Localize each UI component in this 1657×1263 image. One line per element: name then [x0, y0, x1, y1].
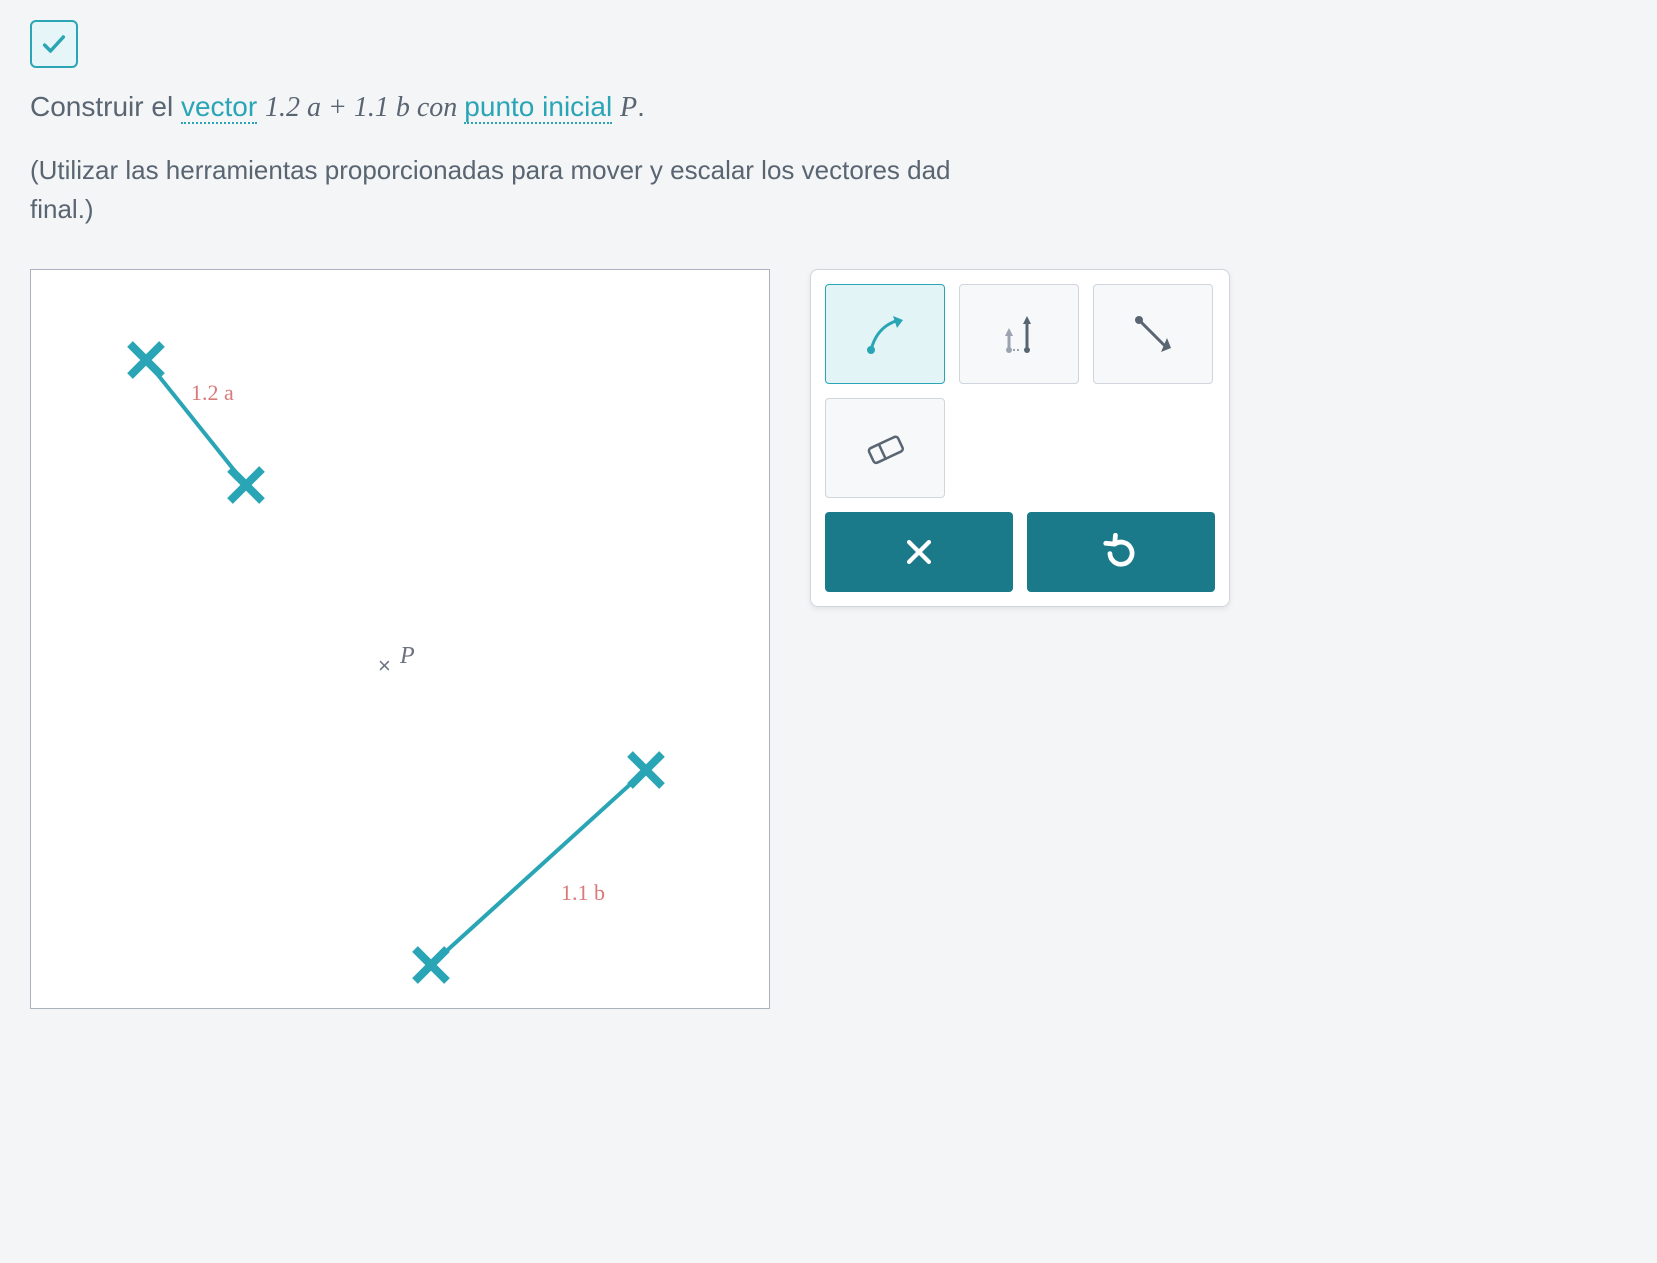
move-tool-icon: [857, 306, 913, 362]
vector-tool-icon: [1125, 306, 1181, 362]
drawing-canvas[interactable]: 1.2 a 1.1 b × P: [30, 269, 770, 1009]
vector-b[interactable]: [431, 770, 646, 965]
scale-tool-icon: [991, 306, 1047, 362]
instruction-prefix: Construir el: [30, 91, 181, 122]
vector-tool-button[interactable]: [1093, 284, 1213, 384]
undo-button[interactable]: [1027, 512, 1215, 592]
tool-row-2: [825, 398, 1215, 498]
tool-row-1: [825, 284, 1215, 384]
eraser-tool-icon: [857, 420, 913, 476]
sub-instruction-line1: (Utilizar las herramientas proporcionada…: [30, 155, 951, 185]
tool-panel: [810, 269, 1230, 607]
point-p-label: P: [400, 643, 415, 670]
punto-inicial-link[interactable]: punto inicial: [464, 91, 612, 124]
vector-term-link[interactable]: vector: [181, 91, 257, 124]
undo-icon: [1102, 533, 1140, 571]
canvas-svg: [31, 270, 771, 1010]
close-icon: [902, 535, 936, 569]
point-p-marker[interactable]: ×: [378, 653, 391, 679]
vector-a-label: 1.2 a: [191, 380, 234, 406]
work-area: 1.2 a 1.1 b × P: [30, 269, 1627, 1009]
move-tool-button[interactable]: [825, 284, 945, 384]
scale-tool-button[interactable]: [959, 284, 1079, 384]
vector-a[interactable]: [146, 360, 246, 485]
instruction-var-p: P: [620, 92, 637, 123]
sub-instruction-text: (Utilizar las herramientas proporcionada…: [30, 151, 1627, 229]
eraser-tool-button[interactable]: [825, 398, 945, 498]
action-row: [825, 512, 1215, 592]
instruction-text: Construir el vector 1.2 a + 1.1 b con pu…: [30, 86, 1627, 129]
vector-b-label: 1.1 b: [561, 880, 605, 906]
reset-button[interactable]: [825, 512, 1013, 592]
sub-instruction-line2: final.): [30, 194, 94, 224]
instruction-period: .: [637, 91, 645, 122]
step-check-icon: [30, 20, 78, 68]
instruction-expression: 1.2 a + 1.1 b con: [265, 92, 464, 123]
